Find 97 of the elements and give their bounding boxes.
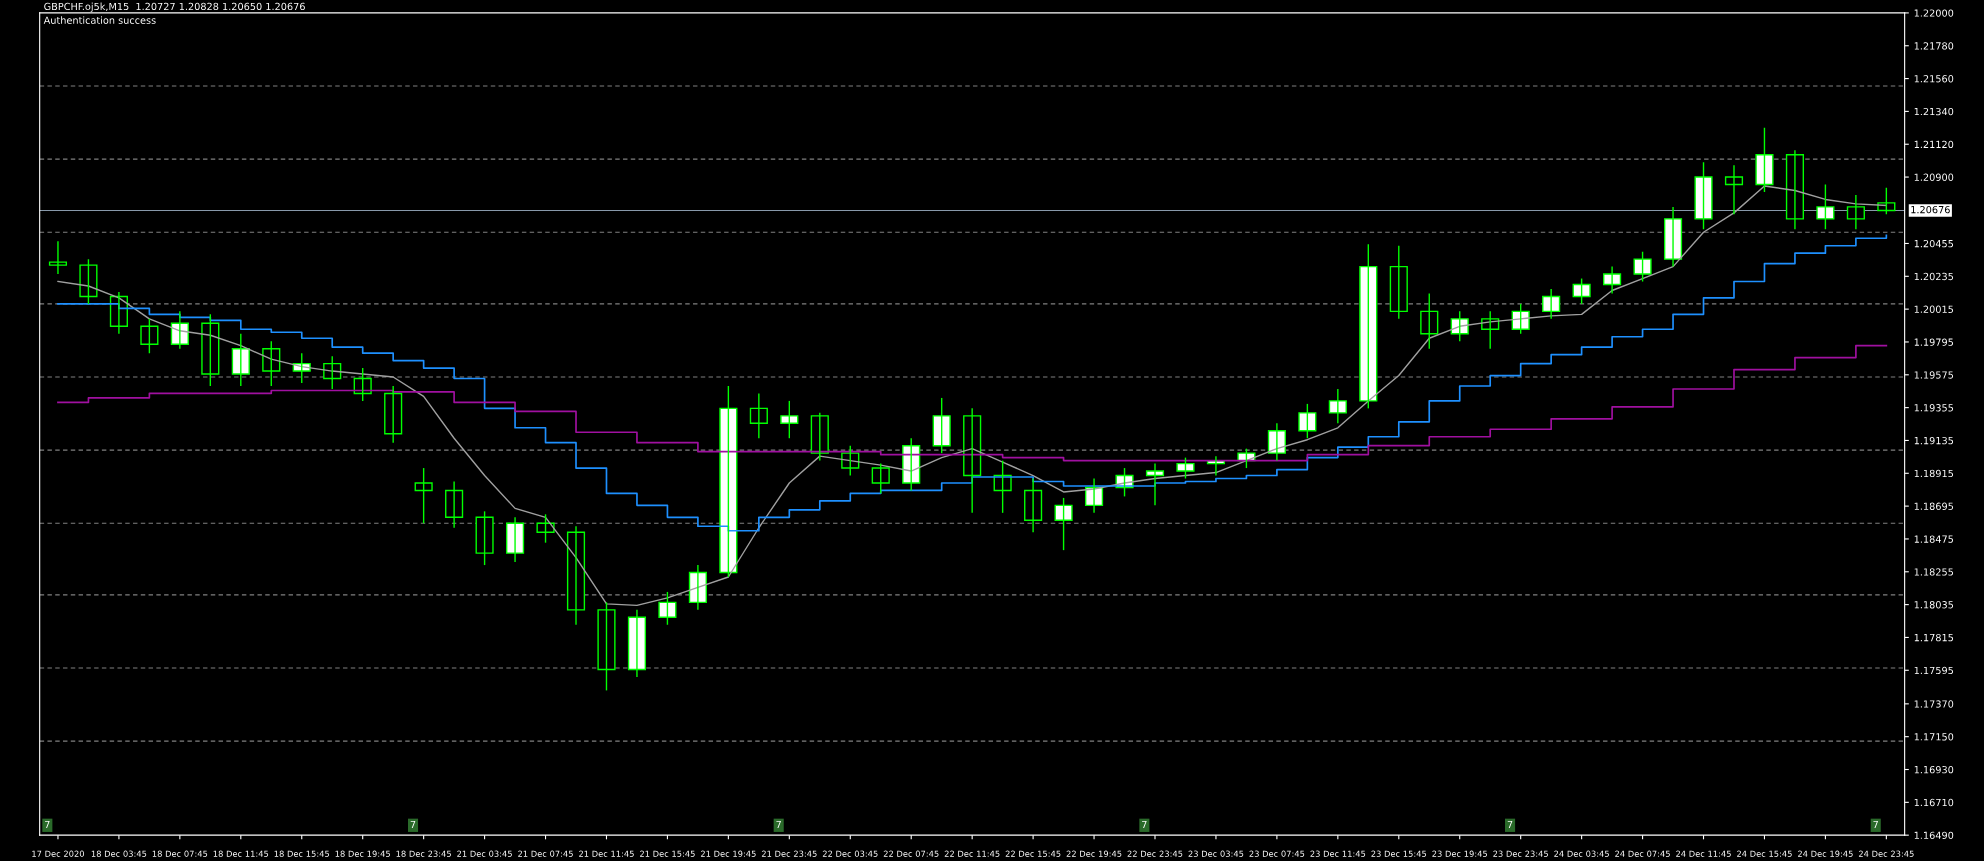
annotation: 7: [776, 820, 781, 828]
x-tick-label: 18 Dec 15:45: [274, 850, 330, 857]
candlestick: [1298, 403, 1317, 439]
x-tick-label: 23 Dec 11:45: [1310, 850, 1366, 857]
candlestick: [1816, 183, 1835, 230]
candlestick: [1145, 462, 1165, 507]
y-tick-label: 1.19795: [1914, 338, 1954, 346]
candlestick: [1755, 127, 1774, 193]
x-tick-label: 23 Dec 23:45: [1493, 850, 1548, 857]
x-tick-label: 23 Dec 03:45: [1188, 850, 1244, 857]
x-tick-label: 21 Dec 23:45: [761, 850, 817, 857]
x-tick-label: 21 Dec 19:45: [700, 850, 756, 857]
candlestick: [1846, 194, 1865, 230]
candlestick: [1054, 497, 1073, 551]
candlestick: [871, 462, 890, 495]
y-tick-label: 1.20455: [1914, 239, 1954, 248]
x-tick-label: 17 Dec 2020: [32, 850, 85, 857]
candlestick: [79, 258, 98, 305]
candlestick: [1328, 388, 1347, 424]
candlestick: [201, 313, 220, 387]
candlestick: [231, 333, 250, 387]
candlestick: [1603, 265, 1622, 295]
candlestick: [658, 591, 677, 626]
x-tick-label: 21 Dec 03:45: [457, 850, 512, 857]
candlestick: [1389, 245, 1408, 320]
x-tick-label: 21 Dec 15:45: [640, 850, 695, 857]
x-tick-label: 24 Dec 15:45: [1737, 850, 1792, 857]
y-tick-label: 1.21780: [1914, 42, 1954, 50]
x-tick-label: 23 Dec 07:45: [1249, 850, 1305, 857]
chart-title: GBPCHF.oj5k,M15 1.20727 1.20828 1.20650 1.20676: [44, 2, 305, 12]
y-tick-label: 1.21340: [1914, 107, 1954, 116]
annotation: 7: [1507, 820, 1513, 828]
candlestick: [536, 513, 555, 544]
x-tick-label: 22 Dec 23:45: [1127, 850, 1183, 857]
x-tick-label: 18 Dec 03:45: [91, 850, 147, 857]
candlestick: [597, 601, 616, 692]
y-tick-label: 1.18475: [1914, 535, 1954, 543]
candlestick: [1572, 277, 1591, 305]
y-tick-label: 1.17595: [1914, 666, 1954, 675]
annotation: 7: [45, 820, 50, 828]
candlestick: [1176, 456, 1195, 480]
candlestick: [475, 510, 494, 566]
candlestick: [841, 444, 860, 477]
y-tick-label: 1.20015: [1914, 305, 1954, 313]
candlestick: [1724, 164, 1744, 216]
y-tick-label: 1.19575: [1914, 371, 1954, 379]
y-tick-label: 1.21560: [1914, 75, 1954, 83]
x-tick-label: 24 Dec 11:45: [1676, 850, 1731, 857]
y-tick-label: 1.16930: [1914, 765, 1954, 774]
y-tick-label: 1.17815: [1914, 633, 1954, 642]
candlestick: [932, 397, 951, 454]
candlestick: [810, 412, 829, 462]
candlestick: [414, 467, 433, 524]
x-tick-label: 24 Dec 07:45: [1615, 850, 1670, 857]
y-tick-label: 1.18255: [1914, 568, 1954, 576]
x-tick-label: 24 Dec 23:45: [1858, 850, 1914, 857]
x-tick-label: 21 Dec 07:45: [518, 850, 573, 857]
y-tick-label: 1.16490: [1914, 831, 1954, 839]
y-tick-label: 1.18035: [1914, 601, 1954, 609]
x-tick-label: 18 Dec 19:45: [335, 850, 390, 857]
x-tick-label: 24 Dec 03:45: [1554, 850, 1609, 857]
y-tick-label: 1.17150: [1914, 733, 1954, 741]
y-tick-label: 1.20235: [1914, 272, 1954, 281]
x-tick-label: 22 Dec 19:45: [1066, 850, 1122, 857]
y-tick-label: 1.19355: [1914, 404, 1954, 412]
y-tick-label: 1.17370: [1914, 700, 1954, 708]
x-tick-label: 22 Dec 15:45: [1005, 850, 1061, 857]
annotation: 7: [1142, 820, 1147, 828]
candlestick: [1359, 243, 1378, 410]
x-tick-label: 23 Dec 15:45: [1371, 850, 1427, 857]
candlestick: [1633, 250, 1652, 283]
x-tick-label: 23 Dec 19:45: [1432, 850, 1488, 857]
annotation: 7: [1873, 820, 1878, 828]
candlestick: [780, 400, 799, 439]
annotation: 7: [410, 820, 416, 828]
x-tick-label: 22 Dec 11:45: [944, 850, 1000, 857]
chart-subtitle: Authentication success: [43, 16, 156, 24]
x-tick-label: 21 Dec 11:45: [579, 850, 634, 857]
y-tick-label: 1.20900: [1914, 173, 1954, 181]
y-tick-label: 1.21120: [1914, 140, 1954, 149]
candlestick: [1420, 292, 1439, 350]
x-tick-label: 18 Dec 07:45: [152, 850, 208, 857]
x-tick-label: 18 Dec 23:45: [396, 850, 451, 857]
ref-line-label: 1.20676: [1911, 205, 1950, 214]
y-tick-label: 1.16710: [1914, 798, 1954, 807]
x-tick-label: 24 Dec 19:45: [1798, 850, 1853, 857]
candlestick: [48, 240, 68, 275]
candlestick: [719, 385, 738, 578]
x-tick-label: 22 Dec 07:45: [883, 850, 939, 857]
y-tick-label: 1.18695: [1914, 502, 1954, 510]
candlestick: [140, 318, 159, 354]
y-tick-label: 1.22000: [1914, 9, 1954, 17]
x-tick-label: 22 Dec 03:45: [822, 850, 878, 857]
x-tick-label: 18 Dec 11:45: [213, 850, 269, 857]
y-tick-label: 1.18915: [1914, 469, 1954, 478]
candlestick: [1694, 161, 1713, 230]
y-tick-label: 1.19135: [1914, 436, 1954, 445]
